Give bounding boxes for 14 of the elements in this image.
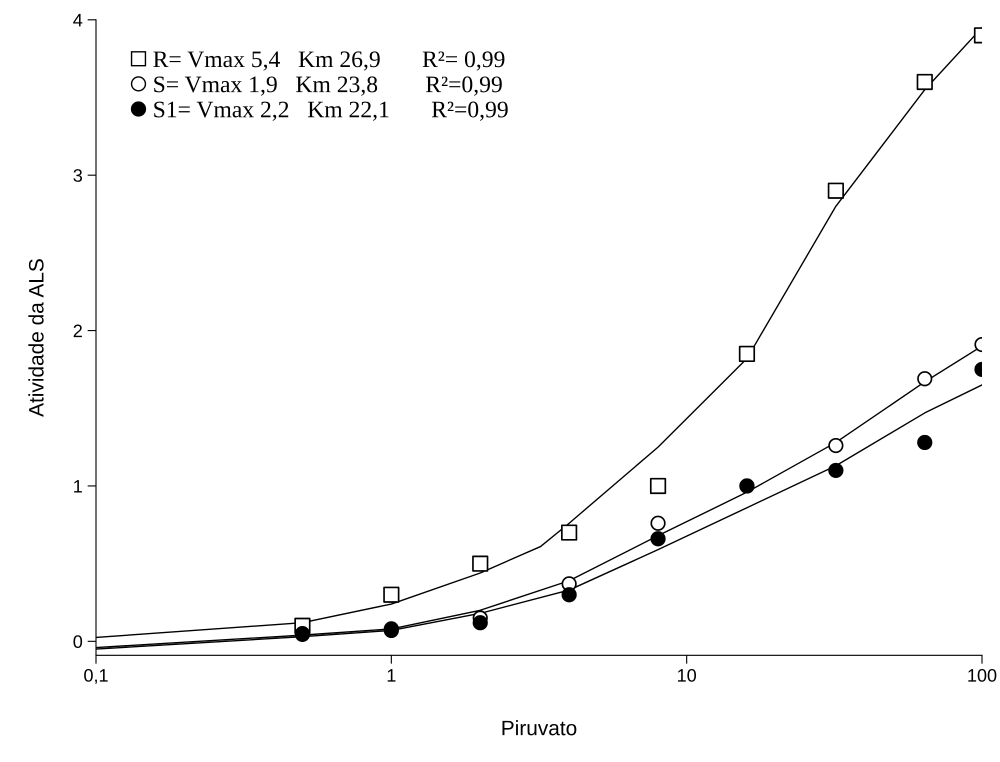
legend-label: S1= Vmax 2,2 Km 22,1 R²=0,99 bbox=[154, 102, 508, 121]
legend-label: S= Vmax 1,9 Km 23,8 R²=0,99 bbox=[154, 76, 502, 96]
x-tick-label: 100 bbox=[968, 668, 996, 682]
x-tick-label: 10 bbox=[678, 668, 696, 682]
legend-label: R= Vmax 5,4 Km 26,9 R²= 0,99 bbox=[153, 51, 504, 71]
x-axis-title: Piruvato bbox=[502, 720, 576, 736]
y-tick-label: 1 bbox=[74, 480, 82, 492]
y-tick-label: 2 bbox=[74, 324, 82, 338]
x-tick-label: 1 bbox=[388, 669, 396, 682]
y-tick-label: 0 bbox=[73, 635, 82, 648]
y-axis-title: Atividade da ALS bbox=[28, 259, 44, 417]
y-tick-label: 3 bbox=[73, 169, 82, 182]
y-tick-label: 4 bbox=[73, 14, 82, 26]
x-tick-label: 0,1 bbox=[84, 668, 108, 684]
